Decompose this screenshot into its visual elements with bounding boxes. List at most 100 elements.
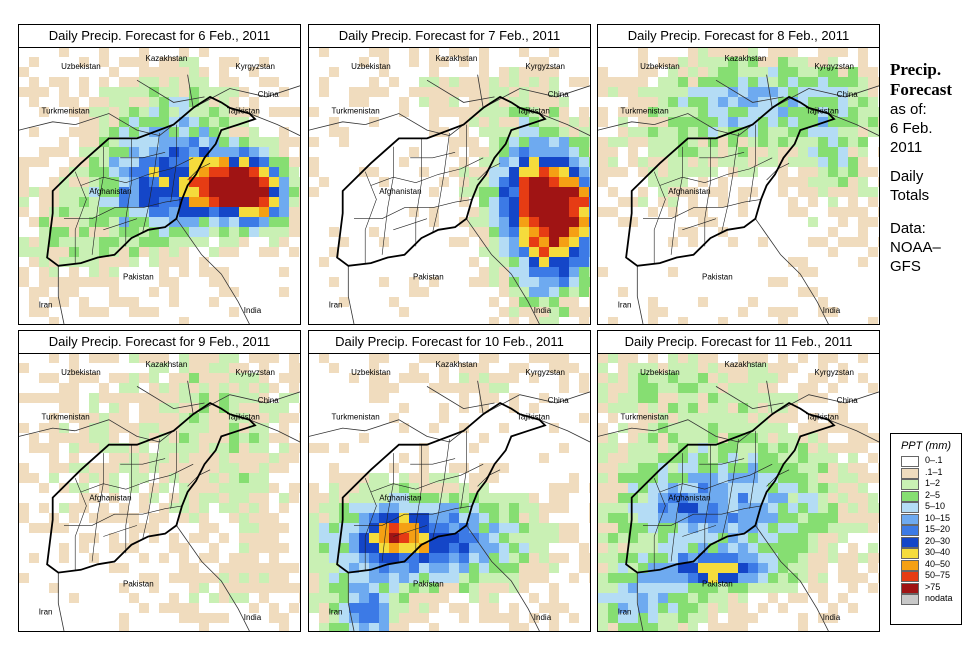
- precip-cell: [638, 443, 648, 453]
- precip-cell: [59, 197, 69, 207]
- precip-cell: [389, 493, 399, 503]
- precip-cell: [219, 463, 229, 473]
- precip-cell: [139, 157, 149, 167]
- precip-cell: [109, 117, 119, 127]
- precip-cell: [389, 553, 399, 563]
- precip-cell: [49, 267, 59, 277]
- precip-cell: [189, 197, 199, 207]
- precip-cell: [758, 353, 768, 363]
- precip-cell: [529, 177, 539, 187]
- precip-cell: [229, 77, 239, 87]
- precip-cell: [718, 197, 728, 207]
- precip-cell: [419, 563, 429, 573]
- precip-cell: [698, 523, 708, 533]
- precip-cell: [638, 413, 648, 423]
- precip-cell: [818, 443, 828, 453]
- precip-cell: [618, 217, 628, 227]
- precip-cell: [79, 187, 89, 197]
- precip-cell: [129, 307, 139, 317]
- label-kyrgyzstan: Kyrgyzstan: [525, 368, 565, 377]
- precip-cell: [369, 87, 379, 97]
- precip-cell: [808, 97, 818, 107]
- precip-cell: [539, 353, 549, 363]
- precip-cell: [668, 413, 678, 423]
- precip-cell: [718, 177, 728, 187]
- precip-cell: [219, 207, 229, 217]
- precip-cell: [519, 227, 529, 237]
- precip-cell: [149, 97, 159, 107]
- precip-cell: [129, 77, 139, 87]
- precip-cell: [708, 423, 718, 433]
- precip-cell: [169, 77, 179, 87]
- precip-cell: [179, 553, 189, 563]
- precip-cell: [618, 393, 628, 403]
- precip-cell: [19, 513, 29, 523]
- precip-cell: [718, 463, 728, 473]
- precip-cell: [658, 523, 668, 533]
- precip-cell: [559, 147, 569, 157]
- precip-cell: [738, 67, 748, 77]
- precip-cell: [219, 613, 229, 623]
- precip-cell: [868, 453, 878, 463]
- precip-cell: [469, 513, 479, 523]
- precip-cell: [878, 177, 879, 187]
- precip-cell: [838, 187, 848, 197]
- precip-cell: [848, 503, 858, 513]
- precip-cell: [229, 513, 239, 523]
- precip-cell: [129, 423, 139, 433]
- precip-cell: [349, 613, 359, 623]
- precip-cell: [529, 217, 539, 227]
- precip-cell: [778, 423, 788, 433]
- precip-cell: [628, 453, 638, 463]
- precip-cell: [249, 573, 259, 583]
- precip-cell: [199, 267, 209, 277]
- precip-cell: [688, 473, 698, 483]
- precip-cell: [788, 463, 798, 473]
- province-border: [410, 152, 456, 159]
- precip-cell: [738, 383, 748, 393]
- label-iran: Iran: [329, 300, 343, 309]
- precip-cell: [179, 147, 189, 157]
- precip-cell: [608, 137, 618, 147]
- precip-cell: [279, 373, 289, 383]
- precip-cell: [539, 167, 549, 177]
- precip-cell: [579, 413, 589, 423]
- precip-cell: [469, 523, 479, 533]
- precip-cell: [668, 177, 678, 187]
- precip-cell: [469, 553, 479, 563]
- precip-cell: [798, 383, 808, 393]
- precip-cell: [818, 167, 828, 177]
- legend-swatch: [901, 548, 919, 559]
- precip-cell: [149, 413, 159, 423]
- precip-map: UzbekistanKazakhstanKyrgyzstanChinaTajik…: [309, 47, 590, 324]
- precip-cell: [848, 443, 858, 453]
- precip-cell: [429, 473, 439, 483]
- precip-cell: [179, 117, 189, 127]
- precip-cell: [379, 483, 389, 493]
- precip-cell: [499, 107, 509, 117]
- precip-cell: [519, 177, 529, 187]
- country-border: [75, 419, 174, 443]
- precip-cell: [419, 87, 429, 97]
- precip-cell: [19, 473, 29, 483]
- precip-cell: [628, 197, 638, 207]
- precip-cell: [708, 187, 718, 197]
- precip-cell: [279, 87, 289, 97]
- precip-cell: [858, 523, 868, 533]
- label-tajikistan: Tajikistan: [227, 413, 260, 422]
- legend-swatch: [901, 513, 919, 525]
- precip-cell: [608, 383, 618, 393]
- precip-cell: [119, 217, 129, 227]
- precip-cell: [109, 107, 119, 117]
- precip-cell: [439, 513, 449, 523]
- precip-cell: [209, 177, 219, 187]
- precip-cell: [439, 97, 449, 107]
- precip-cell: [39, 217, 49, 227]
- precip-cell: [179, 453, 189, 463]
- precip-cell: [589, 127, 590, 137]
- precip-cell: [798, 483, 808, 493]
- country-border: [755, 218, 829, 324]
- precip-cell: [219, 127, 229, 137]
- precip-cell: [539, 67, 549, 77]
- precip-cell: [778, 603, 788, 613]
